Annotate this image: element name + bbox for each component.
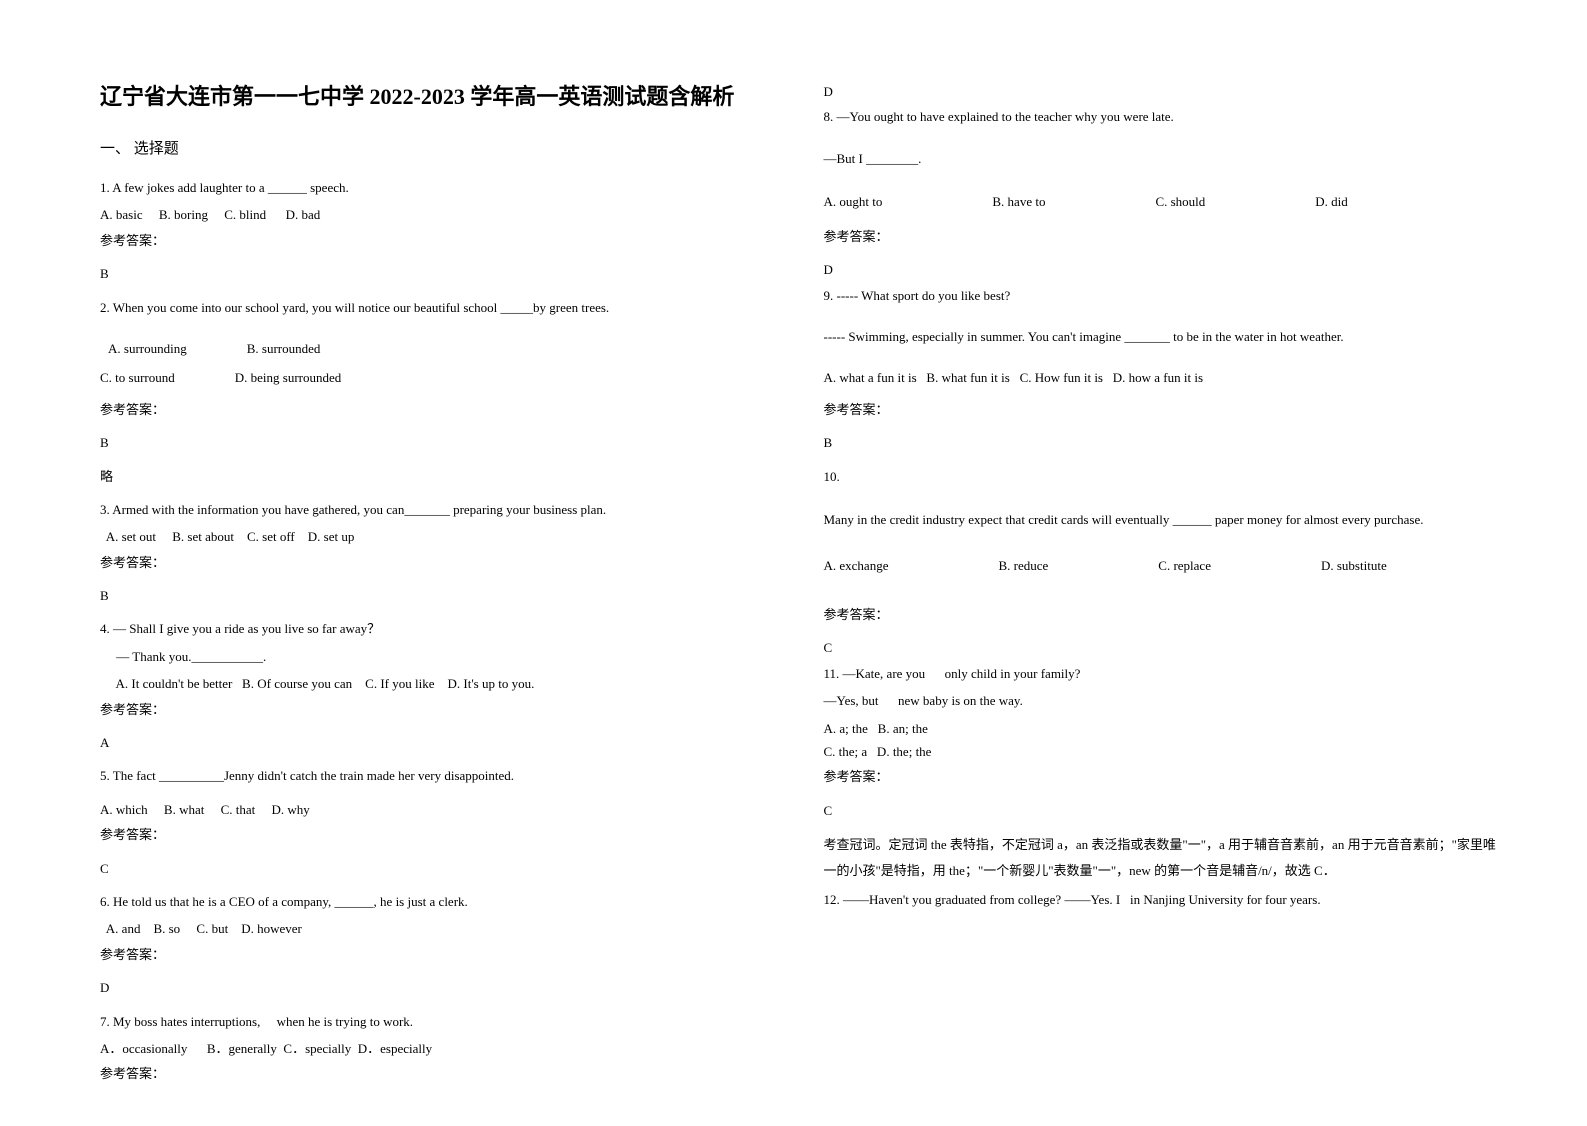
- question-7: 7. My boss hates interruptions, when he …: [100, 1010, 774, 1033]
- question-6-options: A. and B. so C. but D. however: [100, 917, 774, 940]
- answer-label: 参考答案：: [824, 225, 1498, 248]
- answer-label: 参考答案：: [824, 398, 1498, 421]
- question-5-answer: C: [100, 857, 774, 880]
- answer-label: 参考答案：: [100, 698, 774, 721]
- answer-label: 参考答案：: [824, 765, 1498, 788]
- document-title: 辽宁省大连市第一一七中学 2022-2023 学年高一英语测试题含解析: [100, 80, 774, 113]
- option-c: C. to surround: [100, 366, 175, 389]
- option-b: B. reduce: [998, 552, 1048, 581]
- question-11-answer: C: [824, 799, 1498, 822]
- option-d: D. did: [1315, 188, 1348, 217]
- question-8-options: A. ought to B. have to C. should D. did: [824, 188, 1498, 217]
- question-3: 3. Armed with the information you have g…: [100, 498, 774, 521]
- answer-label: 参考答案：: [100, 229, 774, 252]
- option-a: A. surrounding: [108, 337, 187, 360]
- question-6-answer: D: [100, 976, 774, 999]
- question-9-answer: B: [824, 431, 1498, 454]
- question-9-line1: 9. ----- What sport do you like best?: [824, 284, 1498, 307]
- answer-label: 参考答案：: [824, 603, 1498, 626]
- question-4-line2: — Thank you.___________.: [100, 645, 774, 668]
- question-4-answer: A: [100, 731, 774, 754]
- question-2-options-row2: C. to surround D. being surrounded: [100, 366, 774, 389]
- question-11-line2: —Yes, but new baby is on the way.: [824, 689, 1498, 712]
- question-4-line1: 4. — Shall I give you a ride as you live…: [100, 617, 774, 640]
- question-11-line1: 11. —Kate, are you only child in your fa…: [824, 662, 1498, 685]
- question-9-line2: ----- Swimming, especially in summer. Yo…: [824, 325, 1498, 348]
- question-1-options: A. basic B. boring C. blind D. bad: [100, 203, 774, 226]
- question-10-text: Many in the credit industry expect that …: [824, 506, 1498, 535]
- question-10-num: 10.: [824, 465, 1498, 488]
- answer-label: 参考答案：: [100, 943, 774, 966]
- answer-label: 参考答案：: [100, 823, 774, 846]
- question-11-explain: 考查冠词。定冠词 the 表特指，不定冠词 a，an 表泛指或表数量"一"，a …: [824, 832, 1498, 884]
- question-6: 6. He told us that he is a CEO of a comp…: [100, 890, 774, 913]
- question-8-line2: —But I ________.: [824, 147, 1498, 170]
- question-2: 2. When you come into our school yard, y…: [100, 296, 774, 319]
- question-8-line1: 8. —You ought to have explained to the t…: [824, 105, 1498, 128]
- answer-label: 参考答案：: [100, 398, 774, 421]
- option-c: C. should: [1155, 188, 1205, 217]
- option-c: C. replace: [1158, 552, 1211, 581]
- question-10-options: A. exchange B. reduce C. replace D. subs…: [824, 552, 1498, 581]
- question-5: 5. The fact __________Jenny didn't catch…: [100, 764, 774, 787]
- question-3-answer: B: [100, 584, 774, 607]
- option-b: B. have to: [992, 188, 1045, 217]
- question-9-options: A. what a fun it is B. what fun it is C.…: [824, 366, 1498, 389]
- question-7-answer: D: [824, 80, 1498, 103]
- question-12: 12. ——Haven't you graduated from college…: [824, 888, 1498, 911]
- left-column: 辽宁省大连市第一一七中学 2022-2023 学年高一英语测试题含解析 一、 选…: [100, 80, 774, 1096]
- right-column: D 8. —You ought to have explained to the…: [824, 80, 1498, 1096]
- question-2-answer: B: [100, 431, 774, 454]
- question-11-options-a: A. a; the B. an; the: [824, 717, 1498, 740]
- question-5-options: A. which B. what C. that D. why: [100, 798, 774, 821]
- question-2-options-row1: A. surrounding B. surrounded: [100, 337, 774, 360]
- question-3-options: A. set out B. set about C. set off D. se…: [100, 525, 774, 548]
- answer-label: 参考答案：: [100, 1062, 774, 1085]
- option-b: B. surrounded: [247, 337, 321, 360]
- option-a: A. exchange: [824, 552, 889, 581]
- option-d: D. substitute: [1321, 552, 1387, 581]
- answer-label: 参考答案：: [100, 551, 774, 574]
- option-a: A. ought to: [824, 188, 883, 217]
- question-2-note: 略: [100, 465, 774, 488]
- question-7-options: A．occasionally B．generally C．specially D…: [100, 1037, 774, 1060]
- question-1: 1. A few jokes add laughter to a ______ …: [100, 176, 774, 199]
- section-heading: 一、 选择题: [100, 137, 774, 158]
- question-10-answer: C: [824, 636, 1498, 659]
- question-1-answer: B: [100, 262, 774, 285]
- option-d: D. being surrounded: [235, 366, 342, 389]
- question-8-answer: D: [824, 258, 1498, 281]
- question-4-options: A. It couldn't be better B. Of course yo…: [100, 672, 774, 695]
- question-11-options-b: C. the; a D. the; the: [824, 740, 1498, 763]
